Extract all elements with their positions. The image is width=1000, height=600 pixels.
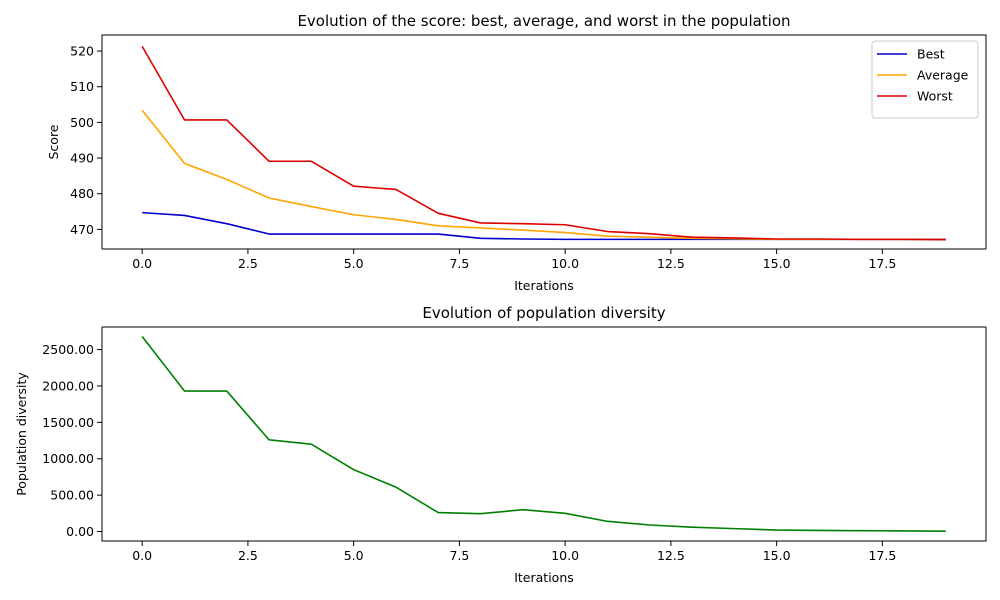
score-legend: Best Average Worst — [871, 40, 979, 119]
score-chart-xlabel: Iterations — [514, 278, 574, 293]
diversity-ytick-label: 500.00 — [50, 488, 94, 503]
score-ytick-label: 490 — [70, 151, 94, 166]
diversity-xtick-label: 12.5 — [657, 548, 685, 563]
diversity-ytick-label: 2000.00 — [42, 378, 94, 393]
diversity-xtick-label: 15.0 — [763, 548, 791, 563]
score-xtick-label: 17.5 — [868, 256, 896, 271]
diversity-series-diversity — [141, 335, 946, 532]
diversity-ytick-label: 1500.00 — [42, 415, 94, 430]
score-legend-box — [871, 40, 979, 119]
diversity-axes-frame — [101, 326, 987, 542]
diversity-ytick-label: 0.00 — [66, 524, 94, 539]
diversity-xtick-label: 7.5 — [449, 548, 469, 563]
score-axes-frame — [101, 34, 987, 250]
diversity-chart-title: Evolution of population diversity — [422, 304, 665, 322]
score-ytick-label: 470 — [70, 222, 94, 237]
score-chart-ylabel: Score — [46, 124, 61, 159]
score-xtick-label: 15.0 — [763, 256, 791, 271]
score-ytick-label: 500 — [70, 115, 94, 130]
score-ytick-label: 520 — [70, 44, 94, 59]
diversity-chart-xlabel: Iterations — [514, 570, 574, 585]
score-series-worst — [141, 46, 946, 241]
score-xtick-label: 2.5 — [238, 256, 258, 271]
score-xtick-label: 12.5 — [657, 256, 685, 271]
diversity-xtick-label: 5.0 — [344, 548, 364, 563]
score-xtick-label: 0.0 — [132, 256, 152, 271]
score-chart-title: Evolution of the score: best, average, a… — [297, 12, 790, 30]
diversity-xtick-label: 10.0 — [551, 548, 579, 563]
diversity-chart-ylabel: Population diversity — [14, 372, 29, 496]
diversity-xtick-label: 17.5 — [868, 548, 896, 563]
diversity-ytick-label: 2500.00 — [42, 342, 94, 357]
diversity-ytick-label: 1000.00 — [42, 451, 94, 466]
legend-label-best: Best — [917, 47, 945, 62]
diversity-xtick-label: 2.5 — [238, 548, 258, 563]
score-ytick-label: 480 — [70, 186, 94, 201]
score-ytick-label: 510 — [70, 79, 94, 94]
score-chart: Evolution of the score: best, average, a… — [46, 12, 987, 293]
diversity-xtick-label: 0.0 — [132, 548, 152, 563]
score-series-best — [142, 211, 946, 241]
legend-label-average: Average — [917, 68, 969, 83]
score-series-average — [141, 109, 946, 241]
score-xtick-label: 5.0 — [344, 256, 364, 271]
legend-label-worst: Worst — [917, 89, 953, 104]
score-xtick-label: 7.5 — [449, 256, 469, 271]
score-xtick-label: 10.0 — [551, 256, 579, 271]
diversity-chart: Evolution of population diversity Iterat… — [14, 304, 987, 585]
